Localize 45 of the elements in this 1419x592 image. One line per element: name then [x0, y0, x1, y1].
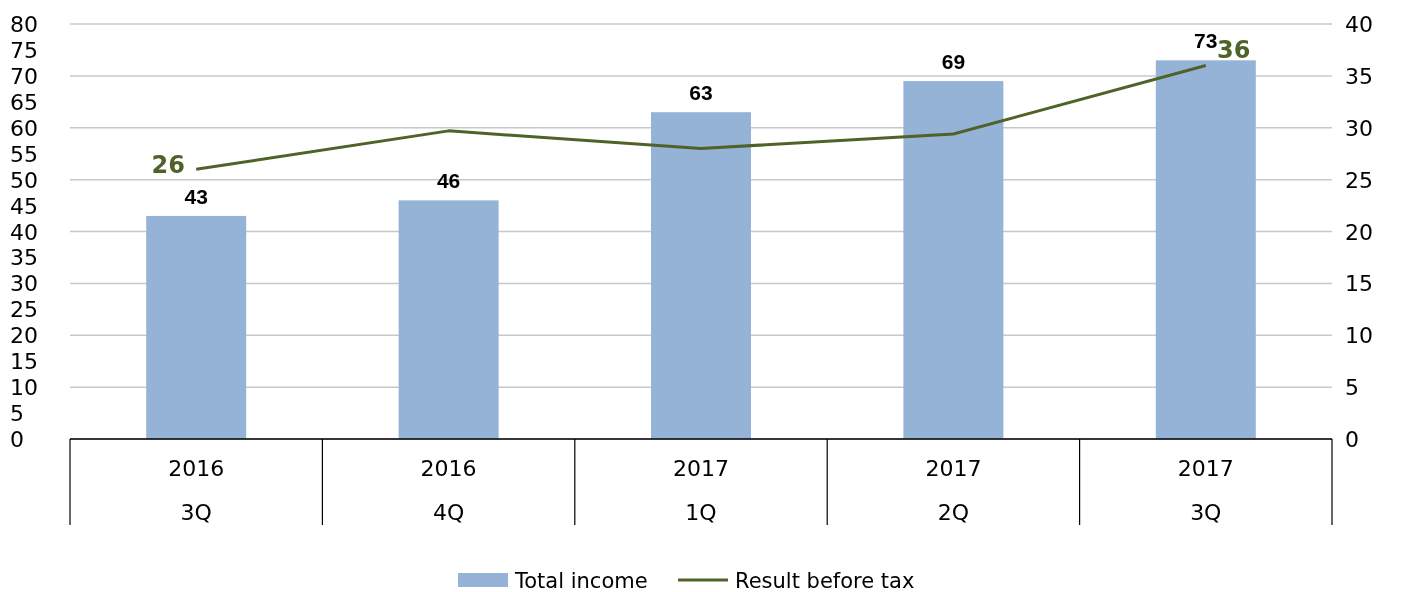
x-tick-label: 2016 4Q — [420, 456, 477, 525]
x-tick-label: 2016 3Q — [168, 456, 225, 525]
y-tick-label: 70 — [10, 63, 38, 89]
data-label: 63 — [689, 81, 713, 105]
x-tick-label: 2017 2Q — [925, 456, 982, 525]
y-tick-label: 55 — [10, 141, 38, 167]
y-tick-label: 45 — [10, 193, 38, 219]
y-tick-label: 5 — [10, 401, 24, 427]
bar — [146, 215, 247, 439]
y2-tick-label: 35 — [1345, 63, 1373, 89]
data-label: 43 — [184, 184, 208, 208]
bar — [903, 81, 1004, 439]
y2-tick-label: 25 — [1345, 167, 1373, 193]
y-tick-label: 80 — [10, 12, 38, 37]
y-tick-label: 20 — [10, 323, 38, 349]
y2-tick-label: 5 — [1345, 375, 1359, 401]
x-tick-label: 2017 1Q — [673, 456, 729, 525]
bar — [1155, 60, 1256, 439]
y2-tick-label: 0 — [1345, 427, 1359, 452]
data-label: 26 — [151, 151, 185, 180]
y-tick-label: 40 — [10, 219, 38, 245]
x-tick-label: 2017 3Q — [1177, 456, 1234, 525]
y2-tick-label: 15 — [1345, 271, 1373, 297]
bar — [651, 112, 751, 439]
data-label: 46 — [436, 169, 461, 193]
y-tick-label: 60 — [10, 115, 38, 141]
y-tick-label: 0 — [10, 427, 24, 452]
y2-tick-label: 30 — [1345, 115, 1373, 141]
data-label: 36 — [1217, 35, 1251, 64]
legend-label: Total income — [514, 569, 648, 592]
data-label: 73 — [1194, 29, 1218, 53]
y-tick-label: 50 — [10, 167, 38, 193]
y-tick-label: 25 — [10, 297, 38, 323]
y2-tick-label: 20 — [1345, 219, 1373, 245]
y-tick-label: 10 — [10, 375, 38, 401]
data-label: 69 — [941, 50, 966, 74]
y-tick-label: 75 — [10, 37, 38, 63]
y-tick-label: 15 — [10, 349, 38, 375]
y2-tick-label: 40 — [1345, 12, 1373, 37]
y-tick-label: 30 — [10, 271, 38, 297]
y2-tick-label: 10 — [1345, 323, 1373, 349]
legend-label: Result before tax — [735, 569, 915, 592]
bar — [398, 200, 499, 439]
y-tick-label: 35 — [10, 245, 38, 271]
y-tick-label: 65 — [10, 89, 38, 115]
